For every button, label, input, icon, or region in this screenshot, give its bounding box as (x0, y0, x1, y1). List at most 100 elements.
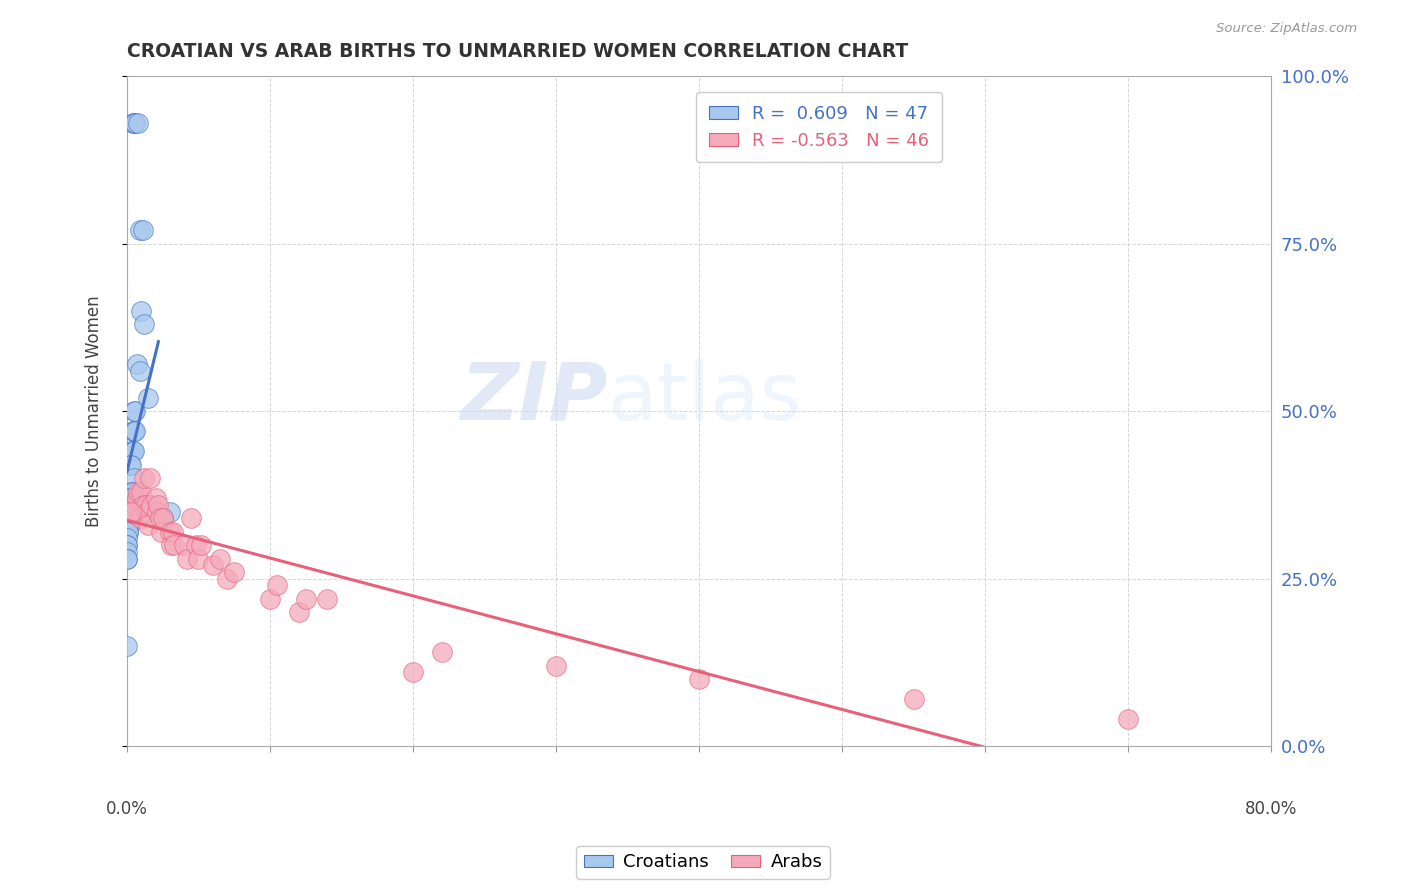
Point (121, 444, 143, 458)
Point (117, 511, 139, 525)
Point (208, 551, 231, 566)
Point (122, 505, 145, 519)
Text: atlas: atlas (607, 359, 801, 437)
Point (122, 424, 145, 438)
Point (187, 551, 209, 566)
Point (129, 484, 152, 499)
Point (131, 223, 153, 237)
Point (118, 458, 141, 472)
Point (121, 484, 143, 499)
Point (163, 538, 186, 552)
Point (117, 518, 139, 533)
Point (121, 505, 143, 519)
Point (201, 558, 224, 573)
Legend: R =  0.609   N = 47, R = -0.563   N = 46: R = 0.609 N = 47, R = -0.563 N = 46 (696, 92, 942, 162)
Point (224, 565, 246, 579)
Point (118, 518, 141, 533)
Point (173, 538, 195, 552)
Text: 80.0%: 80.0% (1244, 799, 1298, 818)
Point (115, 639, 138, 653)
Point (117, 551, 139, 566)
Point (138, 391, 160, 405)
Point (124, 404, 146, 418)
Point (141, 498, 163, 512)
Point (430, 645, 453, 659)
Point (122, 404, 145, 418)
Text: Source: ZipAtlas.com: Source: ZipAtlas.com (1216, 22, 1357, 36)
Point (215, 572, 238, 586)
Point (122, 444, 145, 458)
Point (129, 303, 152, 318)
Point (180, 511, 202, 525)
Point (117, 538, 139, 552)
Point (117, 518, 139, 533)
Point (117, 524, 139, 539)
Point (120, 505, 142, 519)
Point (115, 551, 138, 566)
Point (145, 491, 167, 506)
Point (118, 505, 141, 519)
Point (402, 665, 425, 680)
Point (159, 524, 181, 539)
Point (128, 511, 150, 525)
Point (134, 498, 156, 512)
Point (266, 578, 288, 592)
Point (121, 116, 143, 130)
Point (287, 605, 309, 619)
Y-axis label: Births to Unmarried Women: Births to Unmarried Women (86, 295, 103, 527)
Point (127, 116, 149, 130)
Point (160, 538, 183, 552)
Point (136, 505, 159, 519)
Point (121, 424, 143, 438)
Point (132, 471, 155, 485)
Point (128, 223, 150, 237)
Point (115, 545, 138, 559)
Text: ZIP: ZIP (460, 359, 607, 437)
Point (148, 498, 170, 512)
Point (118, 491, 141, 506)
Point (124, 116, 146, 130)
Point (122, 505, 145, 519)
Point (1116, 712, 1139, 726)
Legend: Croatians, Arabs: Croatians, Arabs (576, 847, 830, 879)
Point (117, 538, 139, 552)
Point (132, 317, 155, 331)
Point (259, 591, 281, 606)
Point (162, 524, 184, 539)
Point (190, 538, 212, 552)
Point (118, 505, 141, 519)
Point (294, 591, 316, 606)
Point (118, 511, 141, 525)
Point (120, 484, 142, 499)
Point (150, 524, 173, 539)
Point (146, 505, 169, 519)
Point (120, 458, 142, 472)
Point (316, 591, 339, 606)
Point (159, 505, 181, 519)
Text: 0.0%: 0.0% (105, 799, 148, 818)
Point (124, 424, 146, 438)
Point (117, 532, 139, 546)
Point (184, 538, 207, 552)
Point (544, 658, 567, 673)
Point (127, 484, 149, 499)
Point (176, 551, 198, 566)
Point (125, 491, 148, 506)
Point (152, 511, 174, 525)
Point (903, 692, 925, 706)
Point (125, 357, 148, 371)
Point (117, 524, 139, 539)
Point (688, 672, 710, 686)
Text: CROATIAN VS ARAB BIRTHS TO UNMARRIED WOMEN CORRELATION CHART: CROATIAN VS ARAB BIRTHS TO UNMARRIED WOM… (127, 42, 908, 61)
Point (131, 498, 153, 512)
Point (124, 498, 146, 512)
Point (120, 491, 142, 506)
Point (152, 511, 174, 525)
Point (149, 511, 172, 525)
Point (122, 116, 145, 130)
Point (127, 498, 149, 512)
Point (117, 505, 139, 519)
Point (139, 471, 162, 485)
Point (138, 518, 160, 533)
Point (128, 364, 150, 378)
